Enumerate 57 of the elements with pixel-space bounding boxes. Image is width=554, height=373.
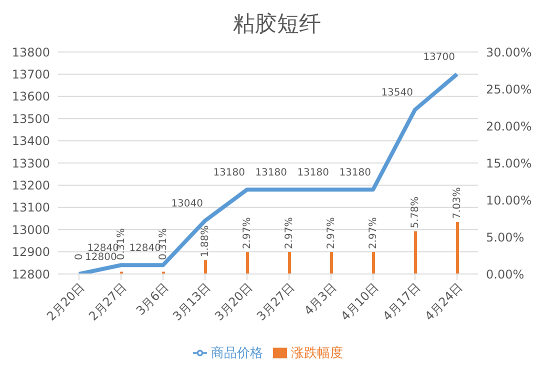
x-tick-label: 2月27日 [86, 280, 130, 324]
data-label: 2.97% [242, 217, 253, 250]
y-tick-label: 13100 [12, 200, 50, 215]
bar [372, 252, 375, 274]
data-label: 0.31% [116, 228, 127, 260]
y2-tick-label: 15.00% [486, 156, 532, 170]
data-label: 13180 [339, 168, 371, 179]
data-label: 0.31% [158, 228, 169, 260]
chart-title: 粘胶短纤 [232, 11, 322, 39]
data-label: 13180 [255, 168, 287, 179]
y-tick-label: 12800 [12, 267, 50, 282]
bar [246, 252, 249, 274]
bar [204, 260, 207, 274]
data-label: 1.88% [200, 225, 211, 258]
data-label: 13700 [423, 52, 455, 64]
data-label: 7.03% [452, 187, 463, 219]
bar [330, 252, 333, 274]
y2-tick-label: 5.00% [486, 230, 524, 244]
data-label: 12840 [129, 243, 161, 254]
y-tick-label: 12900 [12, 245, 50, 260]
y-tick-label: 13800 [12, 45, 50, 60]
x-tick-label: 3月13日 [170, 280, 214, 324]
y2-tick-label: 10.00% [486, 193, 532, 208]
x-tick-label: 2月20日 [44, 280, 88, 324]
data-label: 0 [74, 254, 85, 260]
x-tick-label: 3月27日 [254, 280, 298, 324]
y2-tick-label: 20.00% [486, 119, 532, 134]
data-label: 2.97% [368, 217, 379, 250]
data-label: 13180 [213, 168, 245, 179]
legend-label: 商品价格 [211, 346, 263, 361]
data-label: 5.78% [410, 196, 421, 228]
y-tick-label: 13700 [12, 67, 50, 82]
y2-tick-label: 25.00% [486, 82, 532, 96]
y-tick-label: 13200 [12, 178, 50, 192]
bar [288, 252, 291, 274]
data-label: 13180 [297, 168, 329, 179]
y-tick-label: 13300 [12, 156, 50, 170]
x-tick-label: 4月3日 [301, 280, 340, 318]
x-tick-label: 3月6日 [133, 280, 172, 318]
data-label: 12800 [85, 252, 117, 263]
legend-label: 涨跌幅度 [291, 346, 343, 361]
data-label: 2.97% [284, 217, 295, 250]
y-tick-label: 13600 [12, 90, 50, 104]
y-tick-label: 13400 [12, 134, 50, 148]
x-tick-label: 4月24日 [422, 280, 466, 324]
data-label: 13040 [171, 198, 203, 210]
x-tick-label: 4月10日 [338, 280, 382, 324]
y2-tick-label: 30.00% [486, 45, 532, 60]
y-tick-label: 13000 [12, 222, 50, 237]
data-label: 13540 [381, 88, 413, 99]
x-tick-label: 3月20日 [212, 280, 256, 324]
x-tick-label: 4月17日 [380, 280, 424, 324]
data-label: 2.97% [326, 217, 337, 250]
bar [456, 222, 459, 274]
bar [414, 231, 417, 274]
y-tick-label: 13500 [12, 112, 50, 126]
y2-tick-label: 0.00% [486, 267, 524, 282]
